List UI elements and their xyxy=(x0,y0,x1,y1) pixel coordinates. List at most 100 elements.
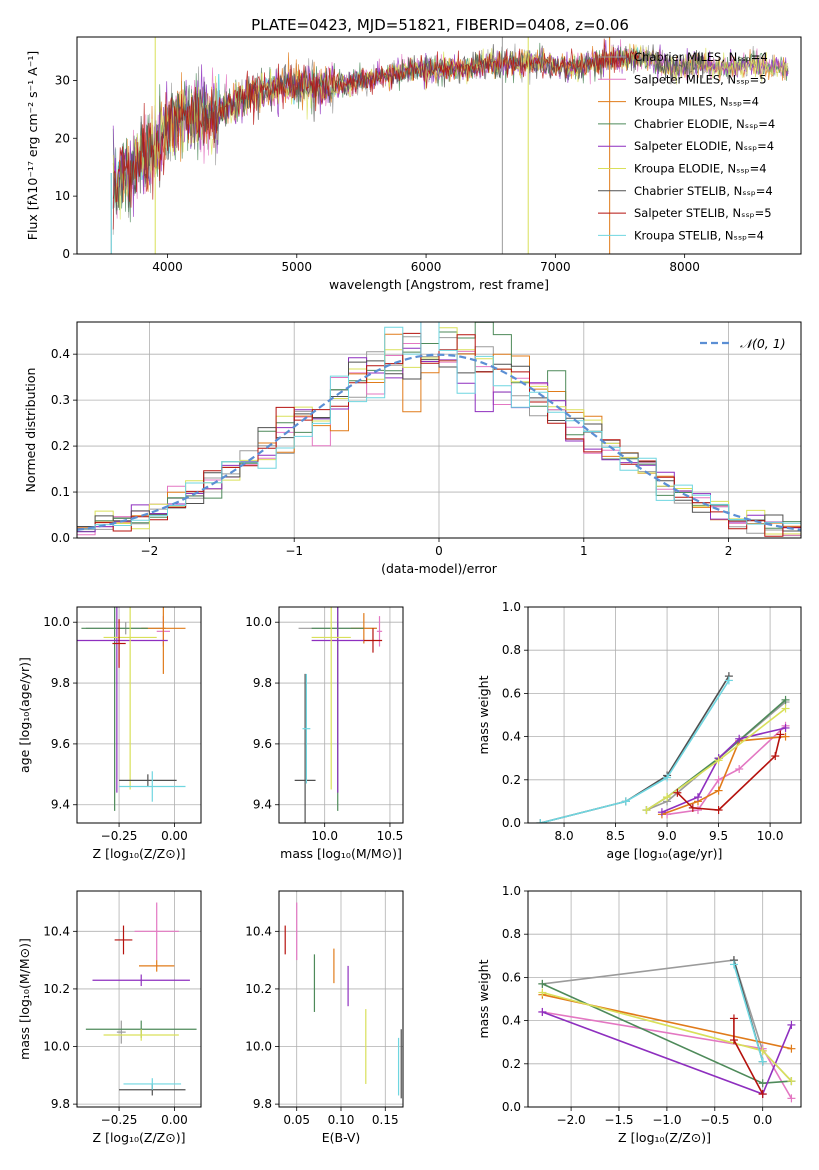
x-tick-label: 6000 xyxy=(411,260,442,274)
y-tick-label: 0.2 xyxy=(502,773,521,787)
errorbar-point xyxy=(116,1020,126,1044)
point-marker xyxy=(536,819,545,823)
y-tick-label: 10.0 xyxy=(245,1040,272,1054)
point-marker xyxy=(787,1020,796,1029)
point-marker xyxy=(621,797,630,806)
x-tick-label: 10.0 xyxy=(311,829,338,843)
y-tick-label: 9.4 xyxy=(253,798,272,812)
x-axis-label: (data-model)/error xyxy=(381,561,498,576)
y-tick-label: 1.0 xyxy=(502,600,521,614)
errorbar-point xyxy=(114,925,133,955)
errorbar-point xyxy=(92,974,190,987)
x-tick-label: −1.5 xyxy=(604,1113,633,1127)
point-marker xyxy=(735,765,744,773)
point-marker xyxy=(776,730,785,739)
y-tick-label: 10.2 xyxy=(43,982,70,996)
y-tick-label: 0.2 xyxy=(502,1057,521,1071)
x-tick-label: −2.0 xyxy=(557,1113,586,1127)
x-tick-label: 0.10 xyxy=(328,1113,355,1127)
point-marker xyxy=(787,1044,796,1053)
x-axis-label: mass [log₁₀(M/M⊙)] xyxy=(280,846,402,861)
x-tick-label: −1.0 xyxy=(652,1113,681,1127)
mass-weight-line xyxy=(733,1018,764,1095)
errorbar-point xyxy=(112,619,126,668)
point-marker xyxy=(729,1036,738,1045)
plot-area xyxy=(294,607,383,823)
panel-age-vs-Z: −0.25 0.00 9.4 9.6 9.8 10.0 Z [log₁₀(Z/Z⊙)] age… xyxy=(17,606,202,861)
plot-area xyxy=(284,902,402,1099)
point-marker xyxy=(787,1094,796,1103)
x-tick-label: 1 xyxy=(580,544,588,558)
point-marker xyxy=(663,793,672,802)
point-marker xyxy=(714,756,723,765)
y-tick-label: 9.4 xyxy=(51,798,70,812)
x-tick-label: 8.0 xyxy=(555,829,574,843)
legend-label: Kroupa MILES, Nₛₛₚ=4 xyxy=(634,95,759,109)
legend-label: 𝒩(0, 1) xyxy=(740,336,786,351)
legend: 𝒩(0, 1) xyxy=(700,336,786,351)
x-tick-label: −2 xyxy=(141,544,159,558)
errorbar-point xyxy=(294,673,316,823)
y-tick-label: 10.0 xyxy=(43,615,70,629)
x-tick-label: 0.15 xyxy=(372,1113,399,1127)
point-marker xyxy=(758,1090,767,1099)
y-tick-label: 10.4 xyxy=(245,924,272,938)
y-axis-label: Normed distribution xyxy=(23,368,38,493)
legend-label: Salpeter ELODIE, Nₛₛₚ=4 xyxy=(634,139,774,153)
y-tick-label: 10.2 xyxy=(245,982,272,996)
spectrum-model-line xyxy=(112,38,640,230)
point-marker xyxy=(724,676,733,685)
point-marker xyxy=(688,803,697,812)
errorbar-point xyxy=(141,607,186,674)
plot-area xyxy=(536,672,790,823)
point-marker xyxy=(642,806,651,815)
point-marker xyxy=(714,806,723,815)
y-tick-label: 9.6 xyxy=(51,737,70,751)
point-marker xyxy=(729,960,738,969)
y-tick-label: 9.8 xyxy=(51,1097,70,1111)
x-tick-label: 0.00 xyxy=(161,1113,188,1127)
x-tick-label: 0.05 xyxy=(283,1113,310,1127)
x-tick-label: 0 xyxy=(435,544,443,558)
x-tick-label: 4000 xyxy=(152,260,183,274)
y-tick-label: 0.6 xyxy=(502,970,521,984)
mass-weight-line xyxy=(540,679,730,823)
mass-weight-line xyxy=(646,707,786,811)
x-tick-label: 2 xyxy=(725,544,733,558)
point-marker xyxy=(781,704,790,713)
x-axis-label: Z [log₁₀(Z/Z⊙)] xyxy=(93,846,186,861)
axes-frame xyxy=(527,890,802,1108)
y-tick-label: 0.2 xyxy=(51,439,70,453)
point-marker xyxy=(663,773,672,782)
legend-label: Salpeter STELIB, Nₛₛₚ=5 xyxy=(634,206,772,220)
y-tick-label: 0.6 xyxy=(502,686,521,700)
errorbar-point xyxy=(311,607,351,790)
errorbar-point xyxy=(103,607,157,790)
legend-label: Salpeter MILES, Nₛₛₚ=5 xyxy=(634,72,767,86)
legend-label: Kroupa STELIB, Nₛₛₚ=4 xyxy=(634,228,764,242)
y-tick-label: 0.8 xyxy=(502,643,521,657)
point-marker xyxy=(673,788,682,797)
y-tick-label: 0.0 xyxy=(51,531,70,545)
point-marker xyxy=(538,988,547,997)
x-tick-label: 10.5 xyxy=(377,829,404,843)
plot-area xyxy=(85,902,197,1096)
x-axis-label: age [log₁₀(age/yr)] xyxy=(607,846,723,861)
x-axis-label: wavelength [Angstrom, rest frame] xyxy=(329,277,549,292)
y-tick-label: 0.8 xyxy=(502,927,521,941)
point-marker xyxy=(538,979,547,988)
point-marker xyxy=(787,1077,796,1086)
y-tick-label: 9.8 xyxy=(51,676,70,690)
y-axis-label: mass weight xyxy=(476,675,491,754)
y-tick-label: 0 xyxy=(62,247,70,261)
panel-mass-vs-EBV: 0.05 0.10 0.15 9.8 10.0 10.2 10.4 E(B-V) xyxy=(245,890,404,1145)
point-marker xyxy=(758,1057,767,1066)
point-marker xyxy=(693,806,702,815)
plot-area xyxy=(110,37,789,254)
y-tick-label: 10.4 xyxy=(43,924,70,938)
point-marker xyxy=(714,775,723,784)
errorbar-point xyxy=(119,771,186,802)
normal-curve xyxy=(77,353,801,531)
panel-age-vs-mass: 10.0 10.5 9.4 9.6 9.8 10.0 mass [log₁₀(M/M⊙)] xyxy=(245,606,404,861)
legend-label: Kroupa ELODIE, Nₛₛₚ=4 xyxy=(634,162,767,176)
